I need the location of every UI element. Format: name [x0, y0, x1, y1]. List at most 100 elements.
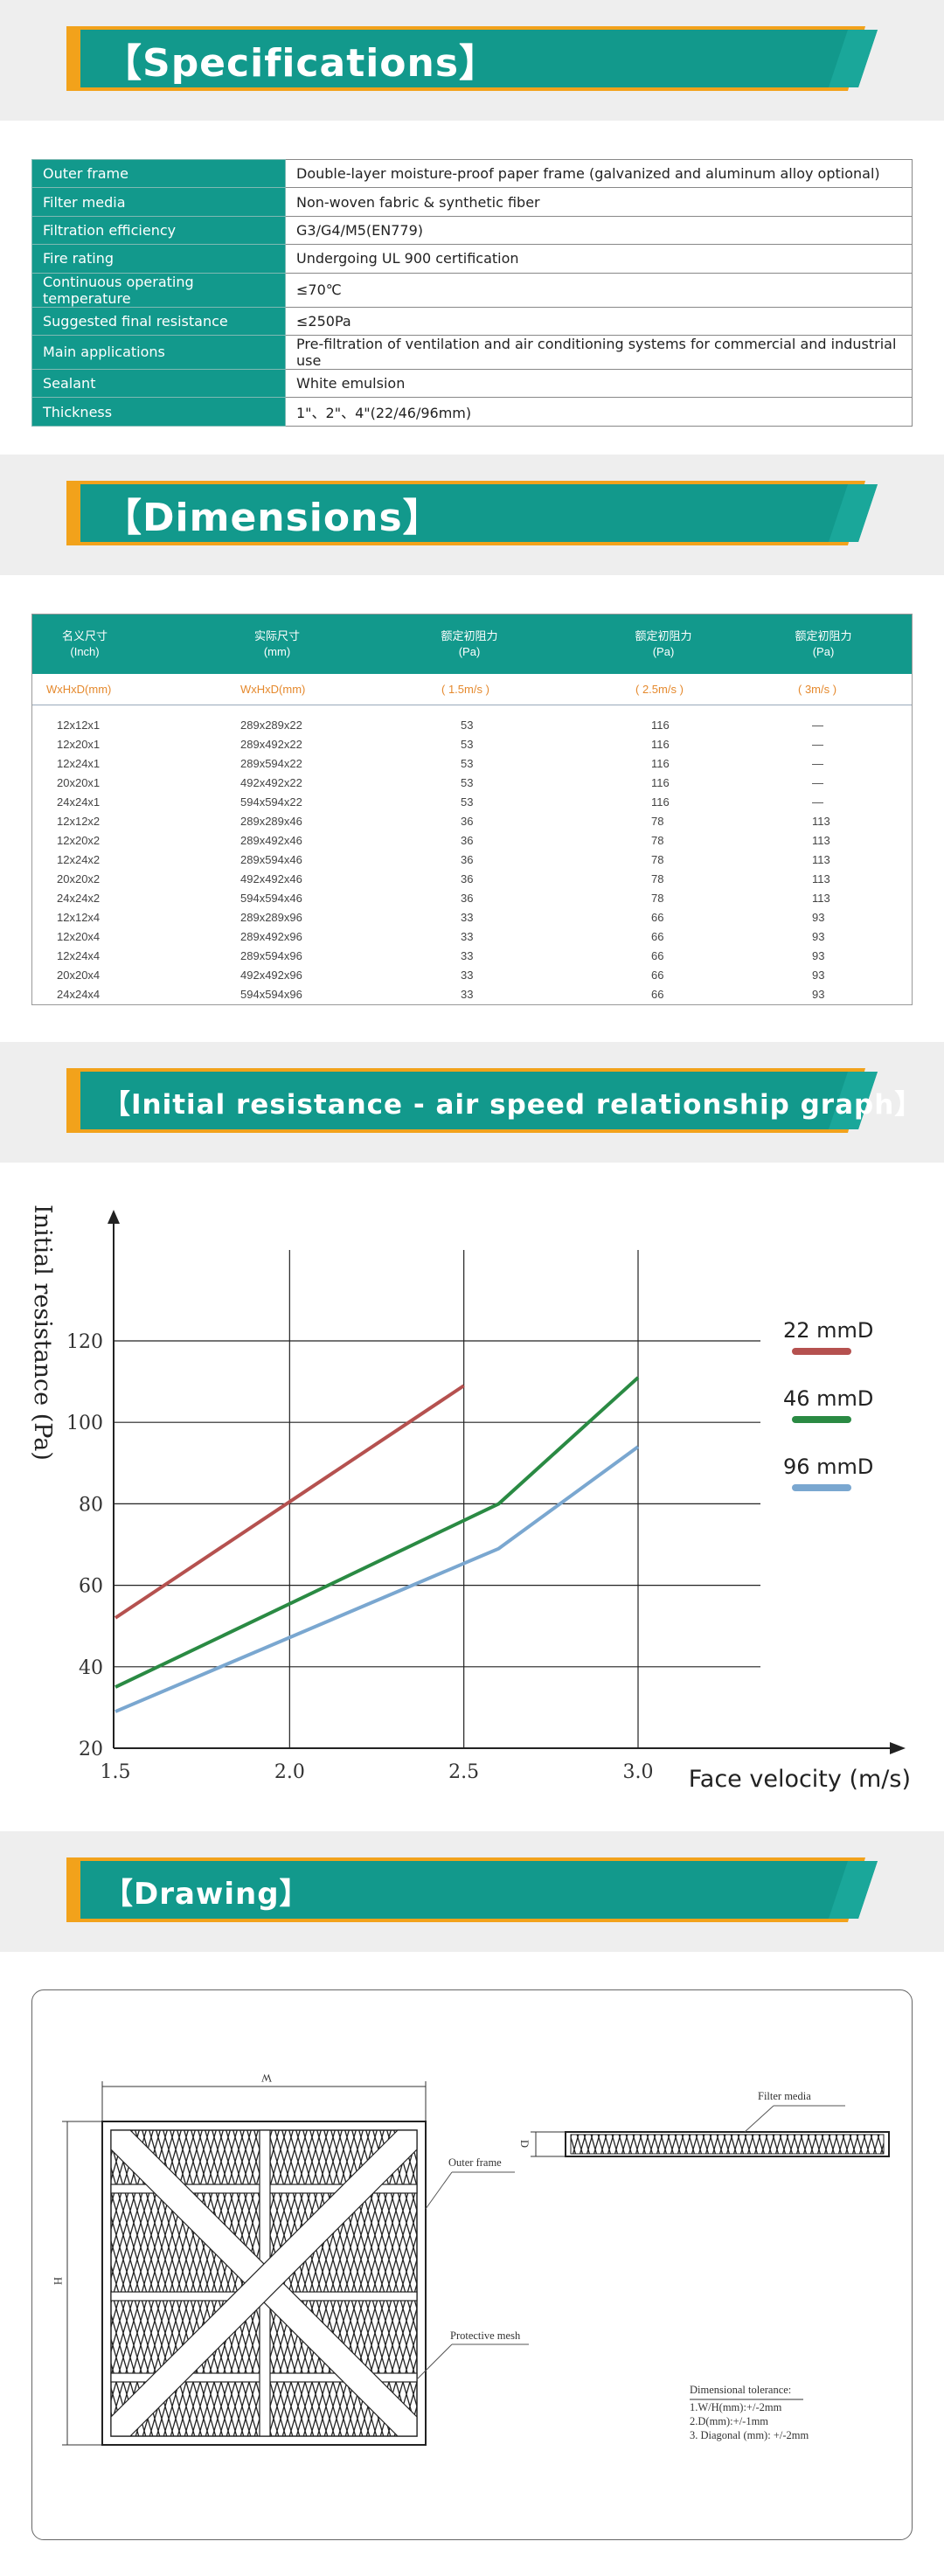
resistance-1-5-cell: 36 [461, 853, 474, 866]
resistance-2-5-cell: 78 [651, 892, 664, 905]
resistance-speed-chart: 20 40 60 80 100 120 1.5 2.0 2.5 3.0 22 mmD 46 mmD 9… [29, 1205, 911, 1793]
resistance-3-cell: 113 [812, 834, 830, 847]
resistance-1-5-cell: 33 [461, 911, 474, 924]
unit-actual: WxHxD(mm) [240, 683, 306, 696]
protective-mesh-label: Protective mesh [450, 2330, 521, 2342]
resistance-2-5-cell: 66 [651, 969, 664, 982]
tolerance-line: 1.W/H(mm):+/-2mm [690, 2401, 782, 2413]
dimensions-banner [66, 481, 878, 545]
spec-value: Pre-filtration of ventilation and air co… [285, 334, 913, 370]
resistance-2-5-cell: 116 [651, 776, 670, 789]
dimensions-units-row: WxHxD(mm) WxHxD(mm) ( 1.5m/s ) ( 2.5m/s … [32, 674, 912, 705]
spec-key: Outer frame [31, 158, 286, 189]
resistance-1-5-cell: 53 [461, 719, 474, 732]
drawing-box: W H D Outer frame Protective mesh Filter… [31, 1989, 913, 2540]
spec-row: Sealant White emulsion [31, 368, 913, 399]
width-label: W [261, 2072, 272, 2084]
resistance-3-cell: 113 [812, 892, 830, 905]
legend-label: 96 mmD [783, 1455, 873, 1479]
drawing-banner [66, 1857, 878, 1922]
dimension-row: 12x20x1 289x492x22 53 116 — [32, 735, 912, 754]
spec-value: Non-woven fabric & synthetic fiber [285, 187, 913, 217]
tolerance-line: 2.D(mm):+/-1mm [690, 2415, 769, 2427]
nominal-size-cell: 12x24x4 [57, 949, 101, 962]
dimension-row: 24x24x4 594x594x96 33 66 93 [32, 985, 912, 1004]
unit-speed-2: ( 2.5m/s ) [635, 683, 684, 696]
spec-row: Filtration efficiency G3/G4/M5(EN779) [31, 215, 913, 246]
series-line [114, 1384, 465, 1620]
spec-row: Main applications Pre-filtration of venti… [31, 334, 913, 370]
outer-frame-label: Outer frame [448, 2156, 502, 2169]
resistance-1-5-cell: 36 [461, 834, 474, 847]
resistance-1-5-cell: 33 [461, 949, 474, 962]
spec-key: Filter media [31, 187, 286, 217]
resistance-1-5-cell: 36 [461, 892, 474, 905]
resistance-3-cell: — [812, 795, 823, 809]
resistance-2-5-cell: 78 [651, 834, 664, 847]
dimension-row: 12x12x4 289x289x96 33 66 93 [32, 908, 912, 927]
graph-banner [66, 1068, 878, 1133]
resistance-1-5-cell: 33 [461, 930, 474, 943]
resistance-2-5-cell: 66 [651, 930, 664, 943]
nominal-size-cell: 24x24x2 [57, 892, 101, 905]
spec-row: Fire rating Undergoing UL 900 certificati… [31, 244, 913, 274]
actual-size-cell: 492x492x96 [240, 969, 302, 982]
y-tick-label: 80 [79, 1494, 103, 1516]
dimension-row: 20x20x4 492x492x96 33 66 93 [32, 966, 912, 985]
y-tick-label: 20 [79, 1739, 103, 1760]
nominal-size-cell: 20x20x4 [57, 969, 101, 982]
series-line [115, 1376, 640, 1689]
resistance-2-5-cell: 78 [651, 815, 664, 828]
y-axis-arrow [108, 1210, 120, 1224]
y-tick-label: 100 [66, 1413, 103, 1434]
specifications-banner [66, 26, 878, 91]
specifications-band: 【Specifications】 [0, 0, 944, 121]
x-tick-label: 2.0 [274, 1761, 305, 1783]
height-label: H [52, 2276, 65, 2286]
spec-value: Undergoing UL 900 certification [285, 244, 913, 274]
resistance-3-cell: — [812, 757, 823, 770]
x-tick-label: 1.5 [101, 1761, 131, 1783]
actual-size-cell: 289x594x46 [240, 853, 302, 866]
actual-size-cell: 492x492x46 [240, 872, 302, 885]
resistance-3-cell: 113 [812, 872, 830, 885]
dimension-row: 12x24x1 289x594x22 53 116 — [32, 754, 912, 774]
actual-size-cell: 289x289x46 [240, 815, 302, 828]
spec-value: White emulsion [285, 368, 913, 399]
resistance-2-5-cell: 66 [651, 949, 664, 962]
dimension-row: 12x12x1 289x289x22 53 116 — [32, 716, 912, 735]
nominal-size-cell: 24x24x4 [57, 988, 101, 1001]
actual-size-cell: 289x492x46 [240, 834, 302, 847]
y-tick-label: 120 [66, 1331, 103, 1353]
spec-row: Thickness 1"、2"、4"(22/46/96mm) [31, 397, 913, 427]
nominal-size-cell: 12x24x1 [57, 757, 101, 770]
resistance-3-cell: 93 [812, 969, 825, 982]
actual-size-cell: 289x289x22 [240, 719, 302, 732]
resistance-1-5-cell: 53 [461, 757, 474, 770]
dimension-row: 20x20x2 492x492x46 36 78 113 [32, 870, 912, 889]
x-tick-label: 2.5 [448, 1761, 479, 1783]
nominal-size-cell: 20x20x2 [57, 872, 101, 885]
resistance-1-5-cell: 53 [461, 776, 474, 789]
actual-size-cell: 594x594x96 [240, 988, 302, 1001]
resistance-1-5-cell: 53 [461, 738, 474, 751]
filter-drawing [62, 2081, 890, 2446]
spec-value: G3/G4/M5(EN779) [285, 215, 913, 246]
resistance-1-5-cell: 33 [461, 988, 474, 1001]
resistance-3-cell: 93 [812, 988, 825, 1001]
dimension-row: 20x20x1 492x492x22 53 116 — [32, 774, 912, 793]
actual-size-cell: 289x289x96 [240, 911, 302, 924]
dimension-row: 12x20x4 289x492x96 33 66 93 [32, 927, 912, 947]
resistance-3-cell: — [812, 738, 823, 751]
tolerance-line: 3. Diagonal (mm): +/-2mm [690, 2429, 809, 2441]
tolerance-title: Dimensional tolerance: [690, 2384, 792, 2396]
header-nominal-size: 名义尺寸 (Inch) [61, 629, 108, 658]
dimension-row: 12x20x2 289x492x46 36 78 113 [32, 831, 912, 851]
spec-key: Continuous operating temperature [31, 272, 286, 308]
dimension-row: 12x12x2 289x289x46 36 78 113 [32, 812, 912, 831]
actual-size-cell: 492x492x22 [240, 776, 302, 789]
resistance-3-cell: 113 [812, 853, 830, 866]
section-title-drawing: 【Drawing】 [103, 1877, 310, 1912]
resistance-3-cell: 93 [812, 911, 825, 924]
filter-media-label: Filter media [758, 2090, 811, 2102]
